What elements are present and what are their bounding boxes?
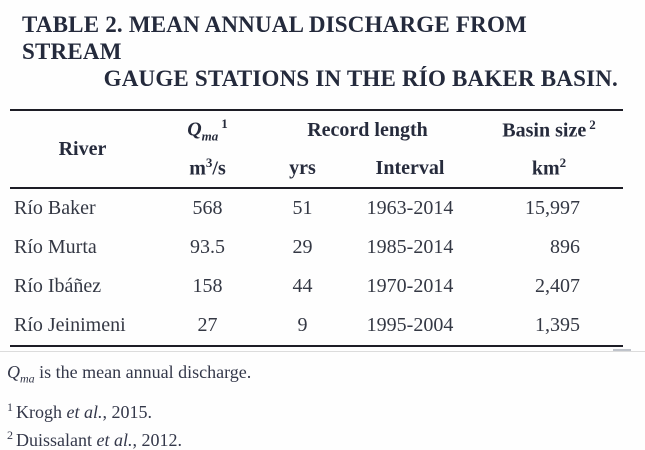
reference-author: Duissalant xyxy=(16,429,97,450)
table-caption-line2: GAUGE STATIONS IN THE RÍO BAKER BASIN. xyxy=(103,66,618,91)
reference-et-al: et al. xyxy=(96,429,133,450)
cell-river: Río Murta xyxy=(14,236,97,258)
footnote-marker: 1 xyxy=(7,399,13,414)
cell-qma: 93.5 xyxy=(190,236,225,258)
cell-yrs: 9 xyxy=(297,314,308,336)
qma-subscript: ma xyxy=(201,128,219,144)
reference-et-al: et al. xyxy=(66,401,103,422)
reference-year: , 2012. xyxy=(132,429,183,450)
cell-river: Río Ibáñez xyxy=(14,275,102,297)
footnotes: Qma is the mean annual discharge. 1 Krogh… xyxy=(7,362,251,450)
basin-footnote-marker: 2 xyxy=(589,117,596,133)
cell-basin: 2,407 xyxy=(535,275,580,297)
header-qma: Qma1 xyxy=(155,116,260,145)
cell-river: Río Jeinimeni xyxy=(14,314,126,336)
cell-basin: 896 xyxy=(550,236,580,258)
footnote-marker: 2 xyxy=(7,427,13,442)
header-basin-unit: km2 xyxy=(475,155,623,181)
scan-artifact-dash xyxy=(613,349,631,351)
reference-author: Krogh xyxy=(16,401,67,422)
cell-yrs: 44 xyxy=(292,275,313,297)
qma-unit-exponent: 3 xyxy=(205,155,213,171)
qma-symbol: Q xyxy=(187,118,202,141)
table-row: Río Baker 568 51 1963-2014 15,997 xyxy=(10,189,623,228)
cell-yrs: 29 xyxy=(292,236,313,258)
footnote-reference-1: 1 Krogh et al., 2015. xyxy=(7,397,251,423)
basin-unit-base: km xyxy=(531,157,560,180)
table-header: River Qma1 Record length Basin size 2 m3/… xyxy=(10,109,623,189)
header-record-length: Record length xyxy=(307,118,428,141)
table-row: Río Jeinimeni 27 9 1995-2004 1,395 xyxy=(10,306,623,345)
cell-interval: 1985-2014 xyxy=(366,236,454,258)
discharge-table: River Qma1 Record length Basin size 2 m3/… xyxy=(10,109,623,347)
basin-size-label: Basin size xyxy=(502,119,587,142)
table-row: Río Murta 93.5 29 1985-2014 896 xyxy=(10,228,623,267)
qma-symbol: Q xyxy=(7,362,20,382)
cell-basin: 15,997 xyxy=(525,197,580,219)
header-river: River xyxy=(58,137,107,160)
cell-qma: 158 xyxy=(192,275,223,297)
cell-interval: 1963-2014 xyxy=(366,197,454,219)
header-interval: Interval xyxy=(375,156,445,179)
qma-subscript: ma xyxy=(20,371,35,386)
reference-year: , 2015. xyxy=(102,401,153,422)
figure-divider xyxy=(0,351,645,352)
footnote-reference-2: 2 Duissalant et al., 2012. xyxy=(7,425,251,450)
footnote-qma-text: is the mean annual discharge. xyxy=(34,362,252,382)
qma-footnote-marker: 1 xyxy=(221,115,228,131)
cell-yrs: 51 xyxy=(292,197,313,219)
header-yrs: yrs xyxy=(289,156,316,179)
footnote-qma-definition: Qma is the mean annual discharge. xyxy=(7,362,251,390)
cell-interval: 1970-2014 xyxy=(366,275,454,297)
qma-unit-base: m xyxy=(189,157,206,180)
table-caption: TABLE 2. MEAN ANNUAL DISCHARGE FROM STRE… xyxy=(22,11,618,92)
header-basin-size: Basin size 2 xyxy=(475,117,623,143)
cell-interval: 1995-2004 xyxy=(366,314,454,336)
table-body: Río Baker 568 51 1963-2014 15,997 Río Mu… xyxy=(10,189,623,347)
basin-unit-exponent: 2 xyxy=(559,155,567,171)
qma-unit-rest: /s xyxy=(212,157,226,180)
header-qma-unit: m3/s xyxy=(155,155,260,181)
cell-qma: 27 xyxy=(197,314,218,336)
table-row: Río Ibáñez 158 44 1970-2014 2,407 xyxy=(10,267,623,306)
cell-qma: 568 xyxy=(192,197,223,219)
cell-river: Río Baker xyxy=(14,197,96,219)
table-caption-line1: TABLE 2. MEAN ANNUAL DISCHARGE FROM STRE… xyxy=(22,12,527,64)
cell-basin: 1,395 xyxy=(535,314,580,336)
